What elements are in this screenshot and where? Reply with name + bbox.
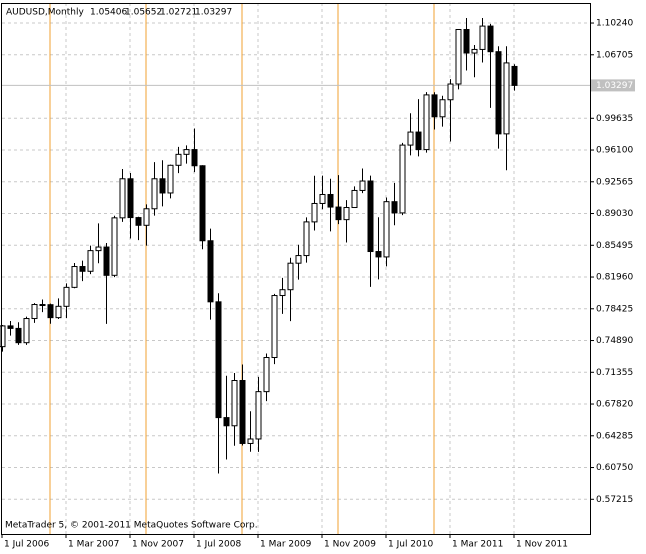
candle-body <box>423 94 430 151</box>
y-tick-label: 0.78425 <box>596 304 633 314</box>
candle-body <box>103 246 110 276</box>
header-close: 1.03297 <box>195 8 232 18</box>
candle-body <box>303 221 310 257</box>
x-tick-label: 1 Nov 2011 <box>516 540 568 550</box>
y-tick-label: 0.85495 <box>596 241 633 251</box>
header-open: 1.05406 <box>90 8 127 18</box>
candle-body <box>375 251 382 258</box>
candle-body <box>15 327 22 344</box>
candle-body <box>71 266 78 288</box>
candle-body <box>47 304 54 319</box>
candle-body <box>343 207 350 221</box>
candle-body <box>31 304 38 320</box>
y-tick-label: 0.81960 <box>596 273 633 283</box>
candle-body <box>151 178 158 210</box>
footer: MetaTrader 5, © 2001-2011 MetaQuotes Sof… <box>5 521 258 531</box>
x-tick-label: 1 Jul 2006 <box>4 540 49 550</box>
candle-body <box>439 99 446 118</box>
y-tick-label: 0.57215 <box>596 495 633 505</box>
candle-body <box>319 193 326 204</box>
candle-body <box>239 380 246 444</box>
candle-body <box>175 153 182 166</box>
current-price-box <box>591 79 635 92</box>
candle-body <box>487 25 494 53</box>
candle-body <box>111 217 118 276</box>
candle-body <box>335 206 342 221</box>
candle-body <box>503 62 510 135</box>
x-tick-label: 1 Mar 2007 <box>68 540 119 550</box>
candle-body <box>311 202 318 223</box>
candle-body <box>191 149 198 167</box>
candle-body <box>159 178 166 194</box>
x-tick-label: 1 Nov 2007 <box>132 540 184 550</box>
header-low: 1.02721 <box>160 8 197 18</box>
candle-body <box>183 149 190 155</box>
candle-body <box>431 94 438 118</box>
candle-body <box>351 189 358 209</box>
plot-frame <box>1 3 591 535</box>
candle-body <box>255 391 262 440</box>
x-tick-label: 1 Jul 2010 <box>388 540 433 550</box>
candle-body <box>279 289 286 297</box>
y-tick-label: 0.60750 <box>596 463 633 473</box>
y-tick-label: 0.64285 <box>596 431 633 441</box>
candle-body <box>87 250 94 272</box>
candle-body <box>79 266 86 272</box>
candle-body <box>271 295 278 359</box>
candle-body <box>119 178 126 219</box>
candle-body <box>359 180 366 191</box>
candle-body <box>399 144 406 214</box>
candle-body <box>295 255 302 264</box>
y-tick-label: 0.92565 <box>596 177 633 187</box>
x-tick-label: 1 Nov 2009 <box>324 540 376 550</box>
candle-body <box>263 357 270 393</box>
candle-body <box>383 201 390 258</box>
candle-body <box>0 325 6 348</box>
candle-body <box>167 164 174 194</box>
y-tick-label: 0.71355 <box>596 368 633 378</box>
candle-body <box>471 48 478 54</box>
y-tick-label: 0.99635 <box>596 114 633 124</box>
candle-body <box>223 417 230 427</box>
candle-body <box>95 246 102 252</box>
y-tick-label: 0.96100 <box>596 146 633 156</box>
candle-body <box>391 201 398 214</box>
candle-body <box>327 193 334 208</box>
y-tick-label: 0.74890 <box>596 336 633 346</box>
candle-body <box>231 380 238 427</box>
chart-title: AUDUSD,Monthly <box>6 8 84 18</box>
y-tick-label: 1.06705 <box>596 50 633 60</box>
candle-body <box>215 301 222 419</box>
candle-body <box>447 83 454 101</box>
candle-body <box>23 318 30 344</box>
candle-body <box>287 262 294 291</box>
candle-body <box>207 240 214 303</box>
candle-body <box>455 28 462 85</box>
x-tick-label: 1 Jul 2008 <box>196 540 241 550</box>
candle-body <box>7 325 14 329</box>
current-price-label: 1.03297 <box>596 81 633 91</box>
candle-body <box>135 217 142 226</box>
candle-body <box>511 65 518 86</box>
candle-body <box>127 178 134 219</box>
candle-body <box>479 25 486 50</box>
candle-body <box>55 305 62 319</box>
candle-body <box>63 286 70 307</box>
header-high: 1.05652 <box>125 8 162 18</box>
y-tick-label: 0.89030 <box>596 209 633 219</box>
y-tick-label: 1.10240 <box>596 19 633 29</box>
candle-body <box>199 165 206 242</box>
candle-body <box>495 51 502 135</box>
x-tick-label: 1 Mar 2009 <box>260 540 312 550</box>
candle-body <box>39 304 46 307</box>
candle-body <box>415 131 422 151</box>
candle-body <box>407 131 414 146</box>
y-tick-label: 0.67820 <box>596 400 633 410</box>
x-tick-label: 1 Mar 2011 <box>452 540 503 550</box>
candle-body <box>463 28 470 54</box>
candle-body <box>367 180 374 253</box>
candle-body <box>247 438 254 444</box>
candle-body <box>143 208 150 226</box>
